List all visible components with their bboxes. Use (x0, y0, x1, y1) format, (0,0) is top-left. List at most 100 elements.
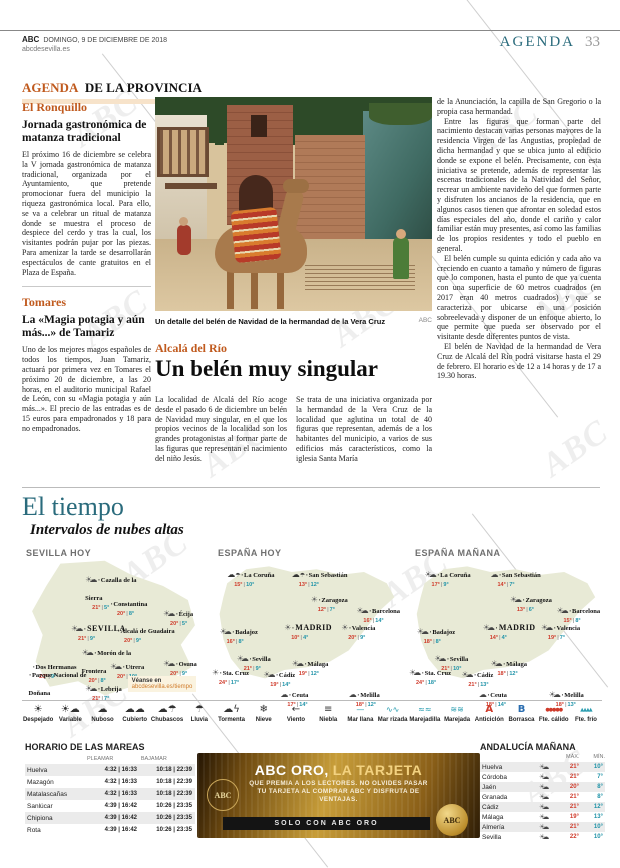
map-city: Valencia 19°|7° (541, 617, 580, 641)
legend-icon: ☁☁ (124, 704, 145, 715)
city-name: Alcalá de Guadaira (118, 628, 175, 635)
max-temp: 21° (569, 764, 579, 770)
map-city: Sevilla 21°|10° (434, 648, 468, 672)
map-city: Barcelona 16°|14° (356, 600, 400, 624)
city-name: Sevilla (482, 833, 502, 841)
article-headline: La «Magia potagia y aún más...» de Tamar… (22, 314, 145, 339)
city-name: MADRID (496, 623, 536, 632)
balcony-ledge (165, 183, 217, 189)
weather-icon (434, 654, 446, 663)
map-city: Alcalá de Guadaira 20°|9° (117, 620, 175, 644)
legend-label: Fte. cálido (538, 717, 569, 723)
city-name: Écija (176, 611, 193, 618)
masthead-site-link[interactable]: abcdesevilla.es (22, 46, 70, 53)
city-name: San Sebastián (306, 572, 347, 579)
map-city: Málaga 19°|12° (292, 653, 329, 677)
city-name: Málaga (305, 661, 328, 668)
tower-window (251, 115, 267, 137)
article-kicker: Tomares (22, 295, 67, 310)
map-city: Ceuta 17°|14° (280, 684, 308, 708)
legend-icon: ≈≈ (418, 705, 432, 714)
weather-icon (292, 659, 304, 668)
masthead-date: DOMINGO, 9 DE DICIEMBRE DE 2018 (43, 37, 168, 44)
tide-place: Chipiona (27, 814, 53, 822)
min-temp: 8° (597, 784, 603, 790)
variable-weather-icon (539, 813, 555, 821)
map-city: SEVILLA 21°|9° (71, 618, 126, 642)
photo-caption: ABC Un detalle del belén de Navidad de l… (155, 317, 432, 326)
map-city: La Coruña 17°|9° (425, 564, 471, 588)
tide-pleamar: 4:32 | 16:33 (104, 767, 137, 773)
left-column: El Ronquillo Jornada gastronómica de mat… (22, 100, 151, 434)
table-row: Huelva 21° 10° (480, 762, 605, 772)
weather-icon (71, 624, 83, 633)
city-temps: 20°|9° (124, 637, 142, 644)
map-city: Zaragoza 12°|7° (311, 589, 348, 613)
city-temps: 21°|5° (92, 605, 110, 612)
map-city: Sevilla 21°|9° (237, 648, 271, 672)
city-temps: 19°|7° (547, 634, 566, 641)
tides-table: Huelva 4:32 | 16:33 10:18 | 22:39 Mazagó… (25, 764, 195, 836)
photo-caption-text: Un detalle del belén de Navidad de la he… (155, 317, 386, 326)
city-temps: 18°|12° (355, 702, 376, 708)
nativity-photo (155, 97, 432, 311)
tide-pleamar: 4:32 | 16:33 (104, 779, 137, 785)
map-city: Málaga 18°|12° (490, 653, 527, 677)
city-temps: 24°|18° (416, 679, 437, 686)
legend-icon: ≋≋ (450, 705, 464, 714)
legend-item: ☁☁ Cubierto (119, 704, 151, 723)
max-temp: 22° (569, 834, 579, 840)
variable-weather-icon (539, 833, 555, 841)
map-city: Osuna 20°|9° (163, 653, 197, 677)
city-temps: 18°|14° (485, 702, 507, 708)
article-paragraph: Entre las figuras que forman parte del n… (437, 116, 601, 253)
tide-bajamar: 10:18 | 22:39 (156, 767, 192, 773)
weather-icon (85, 684, 97, 693)
tide-bajamar: 10:26 | 23:35 (156, 803, 192, 809)
kneeling-figure (177, 225, 191, 255)
camel-leg (277, 265, 284, 309)
section-title: AGENDA (499, 34, 575, 50)
map-city: Cádiz 19°|14° (263, 664, 295, 688)
legend-label: Anticiclón (474, 717, 504, 723)
weather-divider (22, 487, 600, 488)
weather-icon (110, 662, 122, 671)
map-city: Parque Nacional de Doñana (29, 664, 91, 706)
city-temps: 16°|8° (226, 639, 244, 645)
weather-icon (479, 690, 487, 699)
weather-note-link[interactable]: abcdesevilla.es/tiempo (131, 683, 193, 690)
map-city: Dos Hermanas 20°|9° (32, 656, 76, 680)
city-name: Huelva (482, 763, 503, 771)
weather-note: Véanse en abcdesevilla.es/tiempo (127, 675, 197, 692)
article-paragraph: El belén de Navidad de la hermandad de V… (437, 341, 601, 381)
max-temp: 21° (569, 824, 579, 830)
table-row: Almería 21° 10° (480, 822, 605, 832)
city-name: Ceuta (289, 692, 308, 699)
ad-title: ABC ORO, LA TARJETA (254, 762, 423, 778)
map-city: Écija 20°|5° (163, 603, 193, 627)
abc-logo: ABC (22, 35, 40, 44)
weather-icon (541, 623, 553, 632)
weather-icon (263, 670, 275, 679)
legend-item: B Borrasca (505, 704, 537, 723)
legend-label: Niebla (319, 717, 338, 723)
table-row: Chipiona 4:39 | 16:42 10:26 | 23:35 (25, 812, 195, 824)
map-title-espana-hoy: ESPAÑA HOY (218, 548, 282, 558)
map-city: Badajoz 16°|8° (220, 621, 258, 645)
masthead-left: ABC DOMINGO, 9 DE DICIEMBRE DE 2018 abcde… (22, 35, 167, 54)
max-temp: 21° (569, 794, 579, 800)
weather-icon (549, 690, 561, 699)
weather-note-text: Véanse en (131, 677, 162, 684)
main-article-headline: Un belén muy singular (155, 356, 379, 381)
map-city: Lebrija 21°|7° (85, 678, 122, 702)
city-name: Dos Hermanas (33, 664, 76, 671)
city-name: La Coruña (242, 572, 275, 579)
legend-item: ☀☁ Variable (54, 704, 86, 723)
variable-weather-icon (539, 803, 555, 811)
map-city: Valencia 20°|9° (341, 617, 375, 641)
city-name: Cádiz (475, 672, 494, 679)
city-temps: 14°|7° (497, 581, 515, 588)
legend-item: ❄ Nieve (248, 704, 280, 723)
city-name: Zaragoza (319, 597, 348, 604)
main-article-col3: de la Anunciación, la capilla de San Gre… (437, 97, 601, 381)
